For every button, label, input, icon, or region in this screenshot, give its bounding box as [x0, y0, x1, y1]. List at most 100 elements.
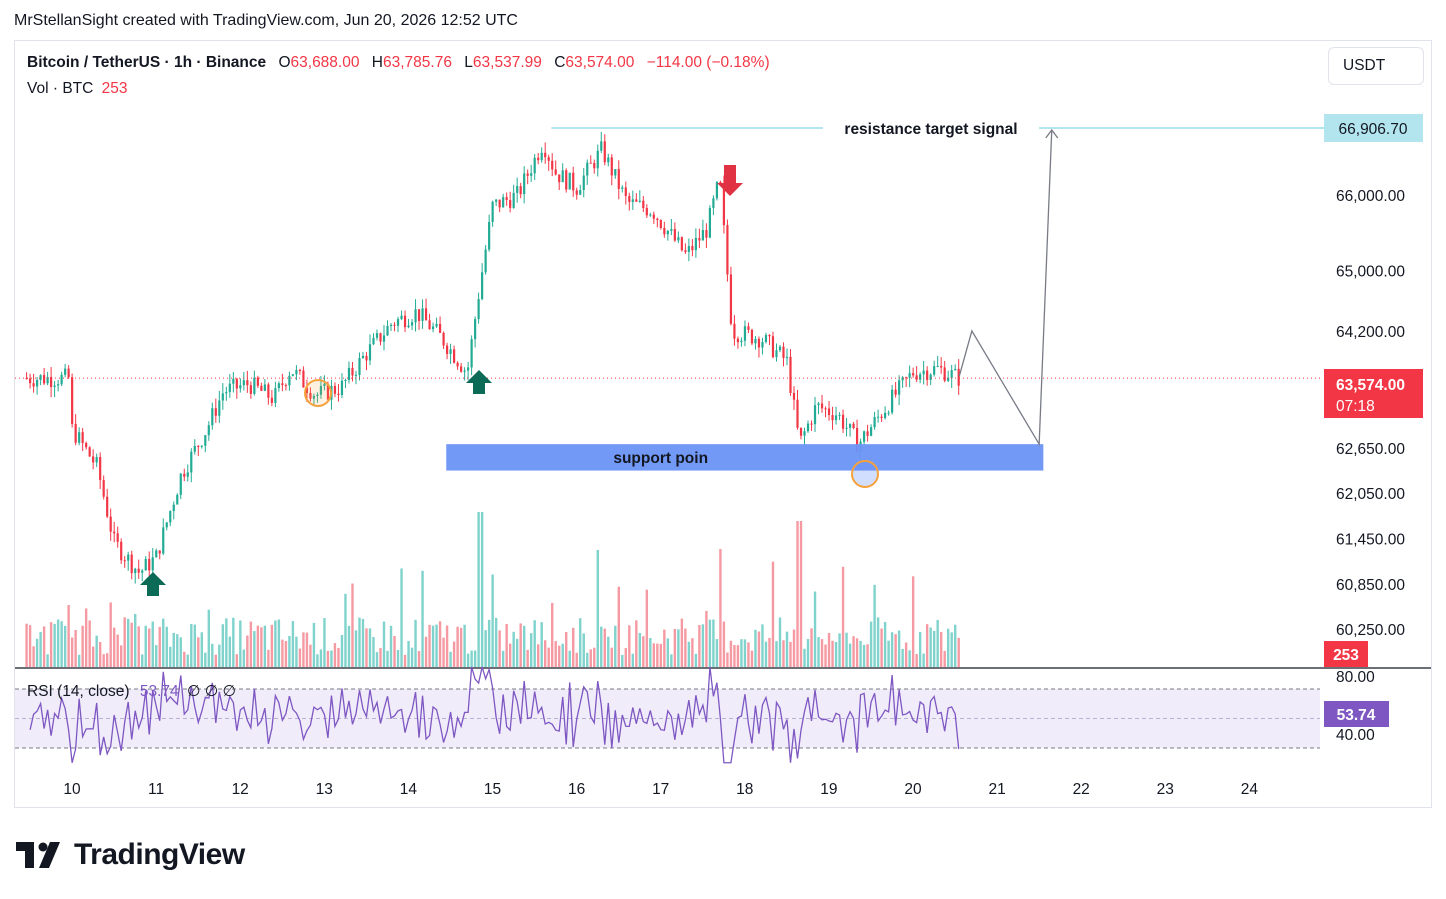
volume-bar: [70, 637, 74, 667]
volume-bar: [624, 648, 627, 667]
volume-bar: [316, 654, 319, 667]
candle-body: [78, 432, 81, 443]
last-price-tag-label: 63,574.00: [1336, 377, 1405, 394]
candle-body: [635, 199, 638, 202]
candle-body: [372, 337, 375, 345]
candle-body: [410, 322, 414, 326]
volume-bar: [778, 617, 782, 667]
volume-bar: [936, 619, 939, 667]
candle-body: [579, 189, 582, 195]
low-value: 63,537.99: [472, 54, 542, 71]
volume-bar: [277, 619, 281, 667]
ohlc-legend: Bitcoin / TetherUS · 1h · Binance O63,68…: [27, 54, 770, 72]
volume-bar: [119, 645, 123, 667]
volume-bar: [894, 634, 897, 667]
candle-body: [263, 384, 266, 391]
volume-bar: [337, 647, 340, 667]
candle-body: [197, 445, 200, 447]
volume-bar: [116, 634, 119, 667]
price-axis-label: 64,200.00: [1336, 324, 1405, 341]
candle-body: [130, 554, 133, 574]
candle-body: [841, 414, 845, 429]
candle-body: [179, 473, 182, 495]
candle-body: [554, 169, 557, 175]
volume-bar: [715, 639, 719, 667]
volume-bar: [862, 644, 866, 667]
candle-body: [582, 175, 585, 190]
projection-arrowhead: [1045, 128, 1059, 139]
volume-bar: [656, 643, 659, 667]
volume-bar: [193, 624, 196, 667]
time-axis-label: 21: [988, 781, 1005, 798]
volume-bar: [691, 638, 694, 667]
candle-body: [915, 375, 918, 380]
candle-body: [810, 423, 813, 425]
volume-bar: [81, 625, 84, 667]
candle-body: [470, 339, 473, 368]
volume-bar: [498, 630, 501, 667]
time-axis-label: 15: [484, 781, 501, 798]
volume-bar: [750, 650, 754, 667]
volume-bar: [852, 636, 855, 667]
candle-body: [291, 374, 295, 376]
candle-body: [947, 377, 950, 381]
volume-bar: [547, 647, 550, 667]
currency-button[interactable]: USDT: [1328, 47, 1424, 85]
candle-body: [67, 368, 70, 378]
volume-bar: [719, 549, 722, 667]
candle-body: [894, 389, 897, 395]
candle-body: [771, 336, 775, 358]
volume-bar: [225, 618, 228, 667]
tradingview-logo-text: TradingView: [74, 838, 245, 871]
candle-body: [379, 333, 382, 342]
volume-bar: [459, 627, 463, 667]
volume-bar: [501, 650, 505, 667]
volume-bar: [754, 629, 757, 667]
volume-bar: [747, 642, 750, 667]
rsi-label: RSI (14, close): [27, 683, 130, 700]
volume-bar: [452, 641, 456, 667]
volume-bar: [600, 626, 603, 667]
volume-bar: [813, 591, 817, 667]
volume-bar: [515, 638, 519, 667]
volume-bar: [484, 630, 487, 667]
candle-body: [316, 394, 319, 397]
volume-bar: [95, 635, 98, 667]
chart-frame: [14, 40, 1432, 808]
candle-body: [834, 415, 838, 421]
tradingview-logo[interactable]: TradingView: [16, 838, 245, 872]
volume-bar: [701, 624, 705, 667]
candle-body: [572, 172, 575, 191]
volume-bar: [925, 624, 929, 667]
volume-bar: [796, 521, 799, 667]
rsi-axis-label: 80.00: [1336, 669, 1375, 686]
candle-body: [638, 200, 641, 202]
candle-body: [940, 365, 943, 368]
volume-bar: [242, 649, 246, 667]
volume-bar: [32, 646, 35, 667]
volume-bar: [333, 643, 337, 667]
candle-body: [533, 157, 536, 174]
volume-bar: [831, 640, 834, 667]
volume-bar: [645, 589, 649, 667]
volume-bar: [284, 641, 288, 667]
candle-body: [239, 385, 242, 389]
volume-value: 253: [101, 80, 128, 97]
symbol-title[interactable]: Bitcoin / TetherUS · 1h · Binance: [27, 54, 267, 71]
candle-body: [456, 362, 459, 367]
volume-bar: [98, 642, 102, 667]
time-axis-label: 20: [904, 781, 922, 798]
candle-body: [467, 367, 470, 371]
volume-bar: [323, 618, 326, 667]
resistance-label-bg: [823, 116, 1039, 140]
candle-body: [687, 246, 690, 252]
volume-bar: [799, 521, 803, 667]
volume-bar: [505, 623, 508, 667]
volume-bar: [312, 622, 316, 667]
volume-bar: [761, 624, 764, 667]
candle-body: [116, 533, 119, 542]
candle-body: [137, 568, 140, 573]
time-axis-label: 16: [568, 781, 585, 798]
volume-tag: [1324, 641, 1368, 667]
